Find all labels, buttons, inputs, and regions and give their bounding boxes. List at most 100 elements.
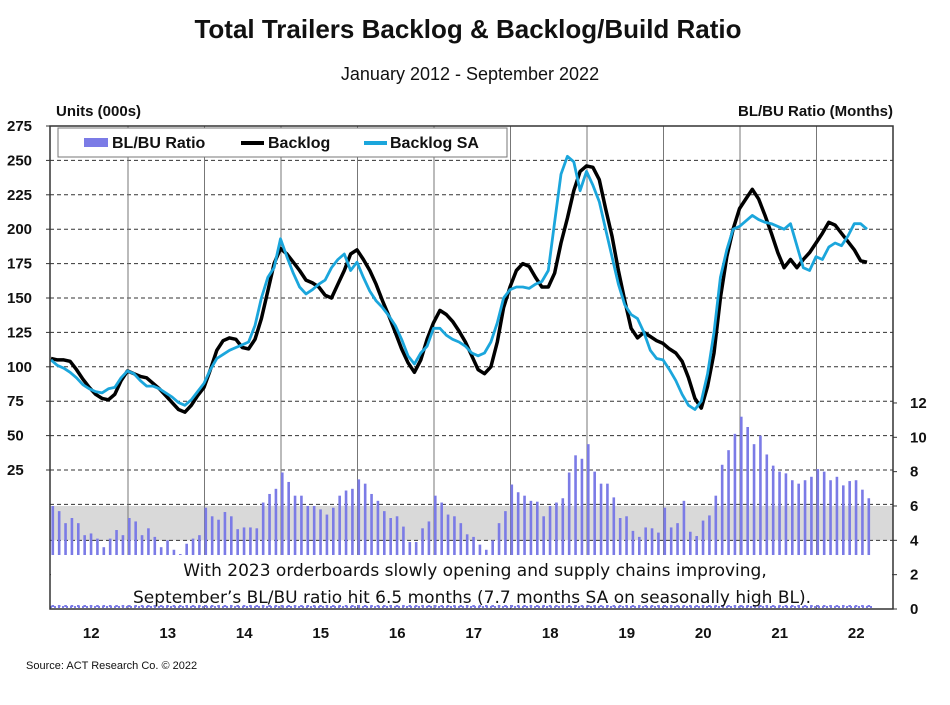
ratio-bar [606,483,609,607]
ratio-bar [759,435,762,607]
ratio-bar [842,485,845,607]
ratio-bar [274,488,278,607]
backlog-sa-line [50,154,868,411]
ratio-bar [261,502,265,607]
right-axis-label: BL/BU Ratio (Months) [738,103,893,120]
ratio-bar [555,502,558,607]
source-note: Source: ACT Research Co. © 2022 [26,660,197,672]
annotation-line-2: September’s BL/BU ratio hit 6.5 months (… [133,588,811,608]
right-tick-label: 6 [910,498,918,515]
left-tick-label: 50 [7,428,24,445]
x-tick-label: 20 [695,625,712,642]
left-tick-label: 100 [7,359,32,376]
left-tick-label: 250 [7,152,32,169]
ratio-bar [784,473,788,607]
ratio-bar [746,426,749,607]
left-tick-label: 225 [7,187,32,204]
ratio-bar [344,490,348,607]
left-tick-label: 150 [7,290,32,307]
annotation-line-1: With 2023 orderboards slowly opening and… [183,561,766,581]
ratio-bar [848,481,851,607]
chart-subtitle: January 2012 - September 2022 [341,64,599,84]
ratio-bar [287,481,290,607]
ratio-bar [587,444,590,607]
ratio-bar [281,472,284,607]
ratio-bar [363,483,367,607]
ratio-bar [574,455,577,607]
ratio-bar [516,492,520,607]
x-tick-label: 16 [389,625,406,642]
ratio-bar [593,471,596,607]
ratio-bar [727,450,730,607]
left-tick-label: 275 [7,118,32,135]
legend: BL/BU Ratio Backlog Backlog SA [57,127,508,158]
shaded-band [50,505,893,541]
x-tick-label: 13 [159,625,176,642]
ratio-bar [300,495,303,607]
ratio-bar [778,471,781,607]
x-tick-label: 15 [312,625,329,642]
ratio-bar [338,495,341,607]
legend-label-backlog: Backlog [268,135,330,152]
ratio-bar [733,433,737,607]
ratio-bar [829,480,832,607]
ratio-bar [771,465,775,607]
ratio-bar [268,493,271,607]
ratio-bar [740,416,743,607]
legend-box [57,127,508,158]
ratio-bar [791,480,794,607]
x-tick-label: 19 [618,625,635,642]
ratio-bar [599,483,603,607]
ratio-bar [854,480,858,607]
annotation-box [51,555,892,605]
x-tick-label: 22 [848,625,865,642]
plot-frame [49,125,894,610]
right-tick-label: 4 [910,532,919,549]
left-axis-label: Units (000s) [56,103,141,120]
ratio-bar [510,484,514,607]
left-tick-label: 200 [7,221,32,238]
left-tick-label: 125 [7,324,32,341]
legend-label-backlog-sa: Backlog SA [390,135,479,152]
x-tick-label: 12 [83,625,100,642]
chart-title: Total Trailers Backlog & Backlog/Build R… [194,14,741,44]
x-tick-label: 21 [771,625,788,642]
ratio-bar [567,472,571,607]
ratio-bar [370,493,373,607]
ratio-bar [561,498,565,607]
right-tick-label: 0 [910,601,918,618]
ratio-bar [529,500,533,607]
ratio-bar [440,502,443,607]
ratio-bar [720,464,724,607]
ratio-bar [714,495,718,607]
ratio-bar [612,497,616,607]
ratio-bar [810,476,813,607]
x-tick-label: 17 [465,625,482,642]
ratio-bar [351,488,354,607]
ratio-bar [357,479,361,607]
right-tick-label: 10 [910,429,927,446]
ratio-bar [293,495,297,607]
ratio-bar [752,444,756,607]
ratio-bar [797,483,800,607]
left-tick-label: 25 [7,462,24,479]
ratio-bar [523,495,526,607]
ratio-bar [816,469,820,607]
ratio-bar [376,500,380,607]
right-tick-label: 8 [910,464,918,481]
ratio-bar [434,495,437,607]
right-tick-label: 2 [910,567,918,584]
ratio-bar [580,458,584,607]
left-tick-label: 175 [7,256,32,273]
ratio-bar [861,489,864,607]
ratio-bar [822,471,826,607]
ratio-bar [835,476,839,607]
ratio-bar [867,498,871,607]
backlog-line [50,164,868,414]
legend-label-ratio: BL/BU Ratio [112,135,206,152]
legend-swatch-ratio [84,138,108,147]
ratio-bar [803,480,807,607]
left-tick-label: 75 [7,393,24,410]
